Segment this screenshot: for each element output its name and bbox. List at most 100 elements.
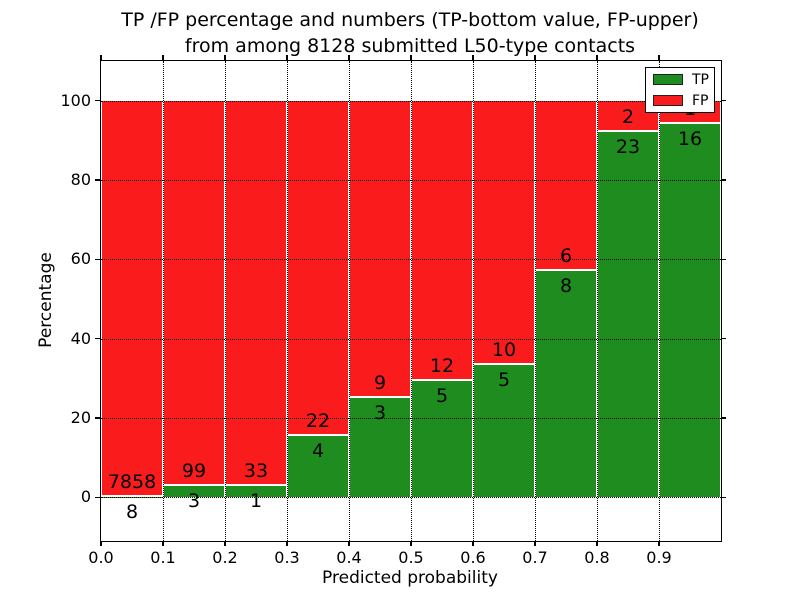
- bar-segment-tp: [287, 436, 349, 498]
- bar-segment-fp: [163, 100, 225, 486]
- bar-segment-tp: [597, 132, 659, 498]
- tp-count-label: 3: [373, 402, 387, 425]
- chart-title: TP /FP percentage and numbers (TP-bottom…: [100, 7, 720, 59]
- x-tick-mark-top: [534, 54, 536, 60]
- y-tick-mark: [94, 258, 100, 261]
- bar-segment-tp: [411, 380, 473, 498]
- chart-title-line2: from among 8128 submitted L50-type conta…: [184, 35, 636, 58]
- y-tick-label: 0: [80, 487, 91, 507]
- y-tick-mark: [94, 337, 100, 340]
- x-tick-label: 0.3: [274, 548, 300, 567]
- x-tick-mark-top: [224, 54, 226, 60]
- bar-segment-tp: [535, 270, 597, 498]
- y-tick-mark: [94, 496, 100, 499]
- legend: TP FP: [645, 67, 715, 113]
- bar-segment-fp: [225, 100, 287, 486]
- y-tick-mark-right: [721, 337, 726, 340]
- legend-swatch-fp-icon: [653, 95, 683, 106]
- legend-label-fp: FP: [692, 92, 709, 109]
- y-tick-label: 80: [70, 170, 91, 189]
- fp-count-label: 9: [373, 372, 387, 395]
- y-tick-label: 60: [70, 249, 91, 269]
- x-tick-mark: [596, 541, 598, 546]
- legend-label-tp: TP: [692, 71, 709, 88]
- v-gridline: [535, 61, 536, 541]
- fp-count-label: 2: [621, 106, 635, 129]
- x-tick-mark: [348, 541, 350, 546]
- bar-segment-fp: [287, 100, 349, 437]
- tp-count-label: 8: [559, 274, 573, 297]
- v-gridline: [287, 61, 288, 541]
- x-tick-mark: [100, 541, 102, 546]
- bar-segment-fp: [411, 100, 473, 381]
- x-tick-mark-top: [472, 54, 474, 60]
- x-tick-label: 0.0: [88, 548, 114, 567]
- chart-title-line1: TP /FP percentage and numbers (TP-bottom…: [121, 9, 699, 31]
- legend-swatch-tp-icon: [653, 74, 683, 85]
- y-tick-mark-right: [721, 417, 726, 419]
- legend-entry-fp: FP: [646, 94, 714, 108]
- bar-segment-fp: [473, 100, 535, 366]
- y-tick-mark-right: [721, 179, 726, 181]
- tp-count-label: 1: [249, 489, 263, 512]
- x-tick-mark-top: [286, 54, 288, 60]
- v-gridline: [473, 61, 474, 541]
- x-tick-mark-top: [100, 54, 102, 60]
- x-tick-mark: [534, 541, 536, 546]
- fp-count-label: 33: [243, 459, 269, 482]
- x-tick-mark: [162, 541, 164, 546]
- x-tick-mark-top: [658, 54, 660, 60]
- x-tick-mark: [224, 541, 226, 546]
- tp-count-label: 8: [125, 500, 139, 523]
- bar-segment-fp: [349, 100, 411, 399]
- y-tick-mark-right: [721, 258, 726, 261]
- y-tick-label: 40: [70, 328, 91, 348]
- plot-area: 7858899333122493125105682231160.00.10.20…: [60, 54, 726, 567]
- v-gridline: [411, 61, 412, 541]
- tp-count-label: 23: [615, 136, 641, 159]
- bar-segment-fp: [535, 100, 597, 271]
- x-tick-label: 0.2: [212, 548, 238, 567]
- x-tick-label: 0.4: [336, 548, 362, 567]
- x-tick-mark: [658, 541, 660, 546]
- bar-segment-fp: [101, 100, 163, 497]
- fp-count-label: 12: [429, 354, 455, 377]
- y-tick-mark: [94, 99, 100, 102]
- v-gridline: [163, 61, 164, 541]
- tp-count-label: 16: [677, 127, 703, 150]
- v-gridline: [597, 61, 598, 541]
- x-axis-label: Predicted probability: [322, 568, 498, 588]
- legend-entry-tp: TP: [646, 73, 714, 87]
- v-gridline: [349, 61, 350, 541]
- v-gridline: [225, 61, 226, 541]
- tp-count-label: 5: [497, 369, 511, 392]
- fp-count-label: 6: [559, 244, 573, 267]
- x-tick-label: 0.8: [584, 548, 610, 567]
- x-tick-label: 0.6: [460, 548, 486, 567]
- x-tick-label: 0.1: [150, 548, 176, 567]
- y-tick-label: 100: [60, 90, 91, 110]
- x-tick-label: 0.7: [522, 548, 548, 567]
- y-tick-mark: [94, 179, 100, 181]
- x-tick-mark-top: [162, 54, 164, 60]
- bar-segment-tp: [349, 398, 411, 498]
- x-tick-mark: [472, 541, 474, 546]
- tp-count-label: 5: [435, 384, 449, 407]
- tp-count-label: 4: [311, 440, 325, 463]
- fp-count-label: 10: [491, 339, 517, 362]
- y-tick-label: 20: [70, 408, 91, 428]
- x-tick-label: 0.9: [646, 548, 672, 567]
- v-gridline: [659, 61, 660, 541]
- x-tick-label: 0.5: [398, 548, 424, 567]
- fp-count-label: 99: [181, 459, 207, 482]
- y-tick-mark: [94, 417, 100, 419]
- y-tick-mark-right: [721, 496, 726, 499]
- x-tick-mark-top: [410, 54, 412, 60]
- y-tick-mark-right: [721, 99, 726, 102]
- fp-count-label: 7858: [107, 470, 157, 493]
- fp-count-label: 22: [305, 410, 331, 433]
- x-tick-mark: [286, 541, 288, 546]
- x-tick-mark: [410, 541, 412, 546]
- x-tick-mark-top: [596, 54, 598, 60]
